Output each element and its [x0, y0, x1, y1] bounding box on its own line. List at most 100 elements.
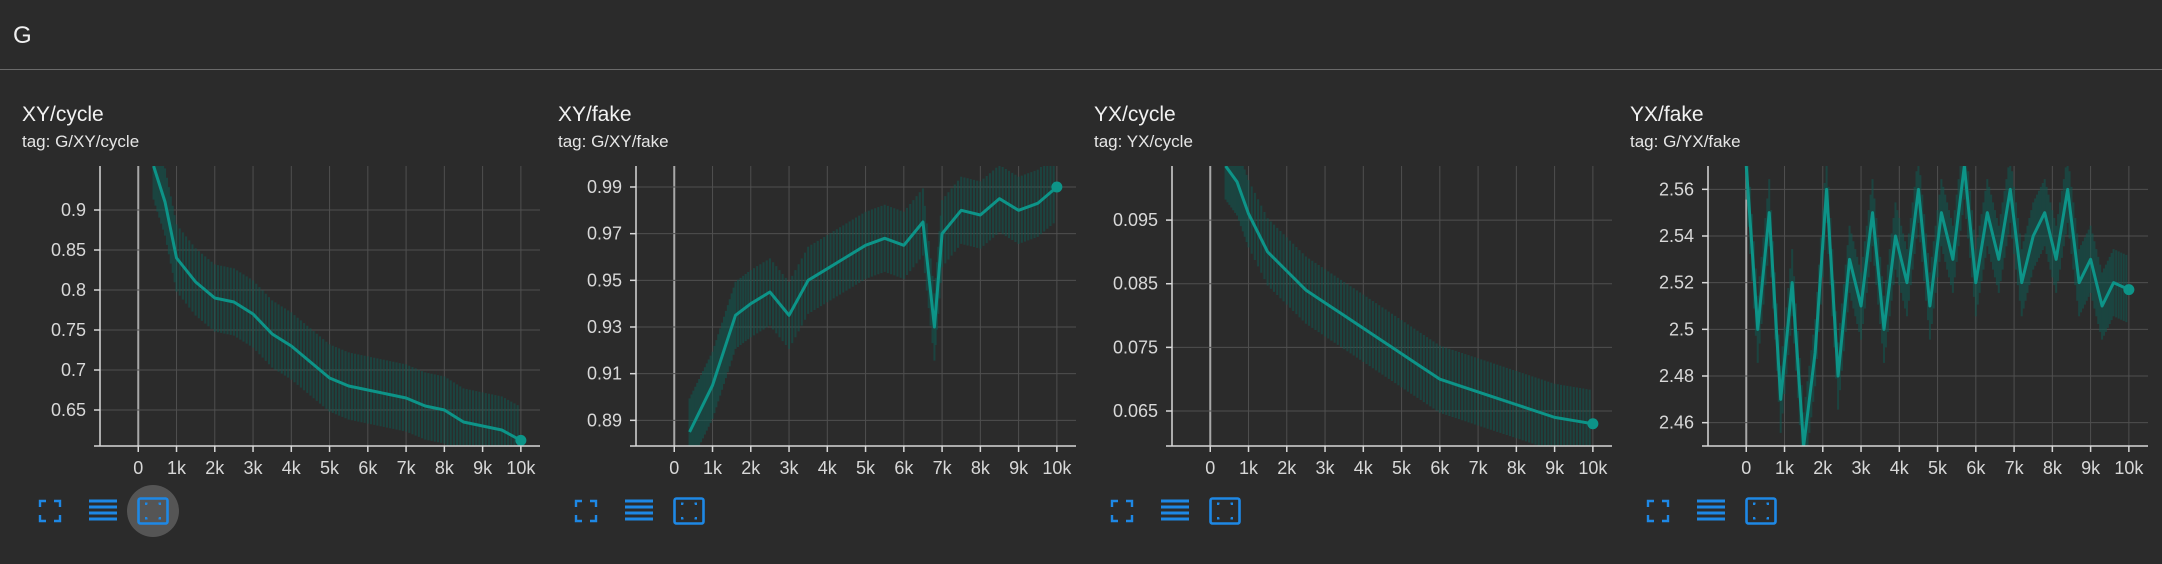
fit-domain-icon [673, 497, 705, 525]
y-tick-label: 2.5 [1669, 319, 1694, 339]
chart-title: YX/fake [1630, 103, 1704, 126]
fullscreen-icon [574, 499, 598, 523]
log-scale-button[interactable] [77, 485, 129, 537]
chart-tag: tag: YX/cycle [1094, 132, 1193, 151]
x-tick-label: 7k [1469, 458, 1489, 478]
y-tick-label: 0.91 [587, 364, 622, 384]
y-tick-label: 0.095 [1113, 210, 1158, 230]
x-tick-label: 1k [167, 458, 187, 478]
chart-title: XY/cycle [22, 103, 104, 126]
x-tick-label: 5k [320, 458, 340, 478]
y-tick-label: 0.7 [61, 360, 86, 380]
x-tick-label: 6k [894, 458, 914, 478]
chart-title: YX/cycle [1094, 103, 1176, 126]
x-tick-label: 4k [1890, 458, 1910, 478]
x-tick-label: 1k [703, 458, 723, 478]
y-tick-label: 0.075 [1113, 337, 1158, 357]
y-tick-label: 0.97 [587, 224, 622, 244]
x-tick-label: 1k [1775, 458, 1795, 478]
x-tick-label: 3k [244, 458, 264, 478]
log-scale-icon [625, 499, 653, 521]
x-tick-label: 8k [1507, 458, 1527, 478]
x-tick-label: 7k [933, 458, 953, 478]
y-tick-label: 0.9 [61, 200, 86, 220]
fullscreen-button[interactable] [560, 485, 612, 537]
y-tick-label: 2.48 [1659, 366, 1694, 386]
x-tick-label: 2k [205, 458, 225, 478]
x-tick-label: 5k [856, 458, 876, 478]
x-tick-label: 3k [1852, 458, 1872, 478]
y-tick-label: 2.54 [1659, 226, 1694, 246]
x-tick-label: 3k [1316, 458, 1336, 478]
chart-card-yx-fake: YX/fake tag: G/YX/fake 0 1k 2k 3k 4k 5k 6k 7k 8k… [1608, 70, 2148, 564]
x-tick-label: 3k [780, 458, 800, 478]
fit-domain-button[interactable] [663, 485, 715, 537]
x-tick-label: 5k [1928, 458, 1948, 478]
fit-domain-button[interactable] [127, 485, 179, 537]
x-tick-label: 10k [2114, 458, 2144, 478]
x-tick-label: 9k [1545, 458, 1565, 478]
chart-tag: tag: G/XY/fake [558, 132, 669, 151]
x-tick-label: 1k [1239, 458, 1259, 478]
series-end-point [1587, 418, 1599, 430]
log-scale-button[interactable] [613, 485, 665, 537]
x-tick-label: 4k [818, 458, 838, 478]
fit-domain-button[interactable] [1199, 485, 1251, 537]
log-scale-button[interactable] [1685, 485, 1737, 537]
y-tick-label: 2.46 [1659, 413, 1694, 433]
x-tick-label: 10k [506, 458, 536, 478]
x-tick-label: 6k [358, 458, 378, 478]
log-scale-button[interactable] [1149, 485, 1201, 537]
chart-card-yx-cycle: YX/cycle tag: YX/cycle 0 1k 2k 3k 4k 5k 6k 7k 8k… [1072, 70, 1612, 564]
group-header: G [0, 0, 2162, 70]
y-tick-label: 2.56 [1659, 179, 1694, 199]
fullscreen-button[interactable] [24, 485, 76, 537]
chart-card-xy-fake: XY/fake tag: G/XY/fake 0 1k 2k 3k 4k 5k 6k 7k 8k… [536, 70, 1076, 564]
x-tick-label: 0 [669, 458, 679, 478]
fullscreen-button[interactable] [1096, 485, 1148, 537]
fit-domain-icon [137, 497, 169, 525]
series-group [1744, 166, 2130, 446]
x-tick-label: 7k [397, 458, 417, 478]
x-tick-label: 0 [1205, 458, 1215, 478]
x-tick-label: 4k [1354, 458, 1374, 478]
y-tick-label: 0.95 [587, 270, 622, 290]
fit-domain-icon [1745, 497, 1777, 525]
series-end-point [515, 434, 527, 446]
x-tick-label: 2k [1277, 458, 1297, 478]
x-tick-label: 8k [971, 458, 991, 478]
y-tick-label: 0.85 [51, 240, 86, 260]
y-tick-label: 0.065 [1113, 401, 1158, 421]
x-tick-label: 4k [282, 458, 302, 478]
y-tick-label: 2.52 [1659, 273, 1694, 293]
series-line [688, 185, 1058, 433]
line-chart-xy-cycle[interactable]: 0 1k 2k 3k 4k 5k 6k 7k 8k 9k 10k 0.65 0.7 0.75 0.8 0.85… [0, 166, 540, 482]
x-tick-label: 10k [1578, 458, 1608, 478]
line-chart-xy-fake[interactable]: 0 1k 2k 3k 4k 5k 6k 7k 8k 9k 10k 0.89 0.91 0.93 0.95 0.… [536, 166, 1076, 482]
x-tick-label: 9k [1009, 458, 1029, 478]
series-end-point [1051, 181, 1063, 193]
y-tick-label: 0.8 [61, 280, 86, 300]
y-tick-label: 0.65 [51, 400, 86, 420]
x-tick-label: 9k [2081, 458, 2101, 478]
x-tick-label: 6k [1430, 458, 1450, 478]
y-tick-label: 0.99 [587, 177, 622, 197]
log-scale-icon [1697, 499, 1725, 521]
line-chart-yx-fake[interactable]: 0 1k 2k 3k 4k 5k 6k 7k 8k 9k 10k 2.46 2.48 2.5 2.52 2.5… [1608, 166, 2148, 482]
group-title: G [13, 22, 32, 49]
x-tick-label: 2k [741, 458, 761, 478]
series-group [152, 166, 522, 446]
x-tick-label: 5k [1392, 458, 1412, 478]
fullscreen-icon [1646, 499, 1670, 523]
x-tick-label: 7k [2005, 458, 2025, 478]
series-group [1224, 166, 1594, 446]
x-tick-label: 10k [1042, 458, 1072, 478]
fit-domain-button[interactable] [1735, 485, 1787, 537]
x-tick-label: 8k [2043, 458, 2063, 478]
fullscreen-button[interactable] [1632, 485, 1684, 537]
series-line [152, 166, 522, 442]
x-tick-label: 6k [1966, 458, 1986, 478]
log-scale-icon [89, 499, 117, 521]
series-group [688, 166, 1058, 446]
line-chart-yx-cycle[interactable]: 0 1k 2k 3k 4k 5k 6k 7k 8k 9k 10k 0.065 0.075 0.085 0.0… [1072, 166, 1612, 482]
